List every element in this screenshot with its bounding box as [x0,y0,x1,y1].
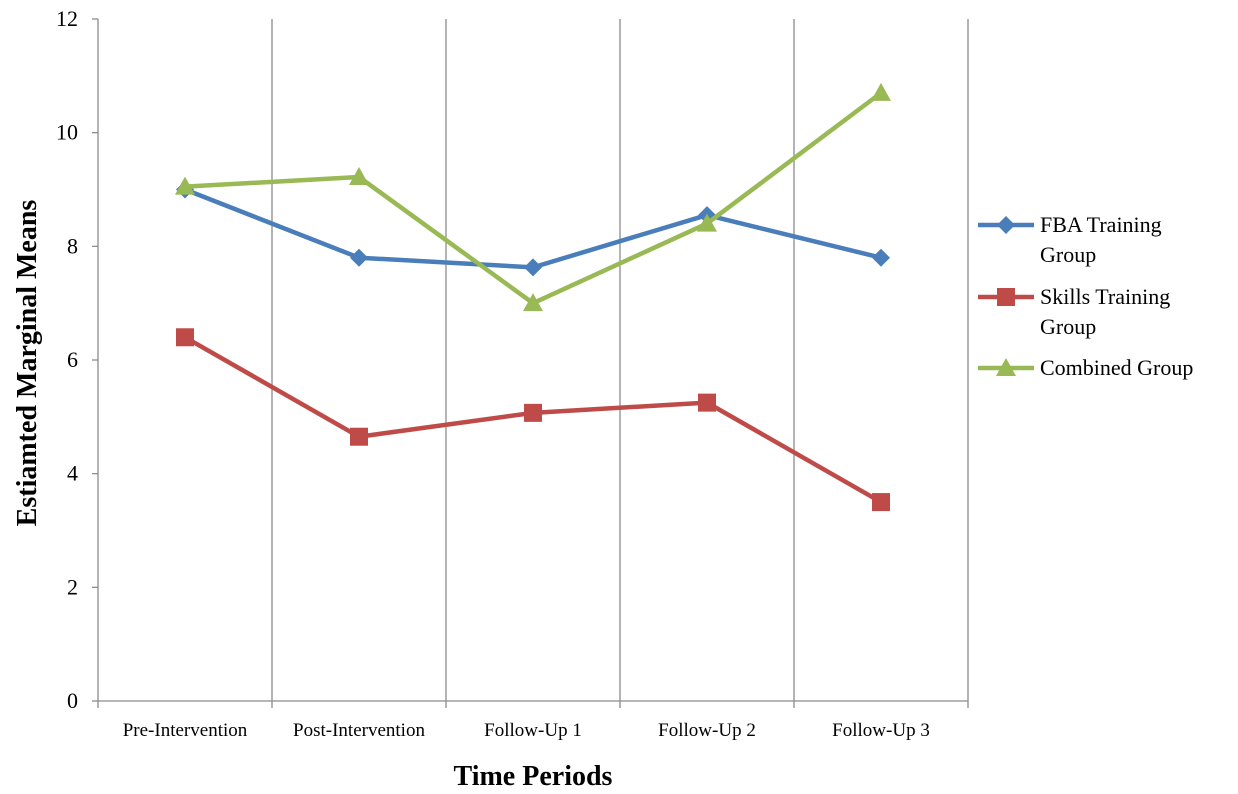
data-point [350,248,368,267]
y-tick-labels: 0 2 4 6 8 10 12 [56,6,78,713]
legend-marker [997,288,1015,306]
series-line [184,187,882,270]
data-point [871,82,891,101]
data-point [176,328,194,347]
y-tick-label: 12 [56,6,78,31]
x-tick-labels: Pre-Intervention Post-Intervention Follow-… [123,720,930,741]
y-tick-label: 0 [67,688,78,713]
legend-label: Skills Training [1040,284,1170,309]
y-tick-label: 10 [56,120,78,145]
data-point [523,293,543,312]
series-layer [175,82,891,512]
legend-label: Combined Group [1040,355,1193,380]
legend-marker [997,216,1015,234]
legend-label: FBA Training [1040,212,1162,237]
y-tick-label: 6 [67,347,78,372]
data-point [349,166,369,185]
y-tick-label: 8 [67,233,78,258]
series [175,82,891,312]
x-tick-label: Follow-Up 3 [832,720,930,741]
axes [92,18,969,708]
legend-item: Skills Training Group [978,284,1170,339]
x-axis-title: Time Periods [454,761,613,792]
legend-label: Group [1040,314,1096,339]
series [176,180,890,277]
legend-item: Combined Group [978,355,1193,380]
grid-lines [271,19,969,701]
x-tick-label: Pre-Intervention [123,720,248,741]
y-tick-label: 4 [67,461,78,486]
x-tick-label: Follow-Up 2 [658,720,756,741]
legend-label: Group [1040,242,1096,267]
data-point [524,403,542,422]
data-point [698,393,716,412]
data-point [872,493,890,512]
x-tick-label: Follow-Up 1 [484,720,582,741]
y-axis-title: Estiamted Marginal Means [12,200,43,527]
data-point [872,248,890,267]
data-point [175,176,195,195]
legend-marker [996,358,1016,376]
data-point [524,258,542,277]
data-point [697,213,717,232]
legend-item: FBA Training Group [978,212,1162,267]
legend: FBA Training Group Skills Training Group Com… [978,212,1193,380]
x-tick-label: Post-Intervention [293,720,425,741]
data-point [350,427,368,446]
series [176,328,890,512]
y-tick-label: 2 [67,574,78,599]
